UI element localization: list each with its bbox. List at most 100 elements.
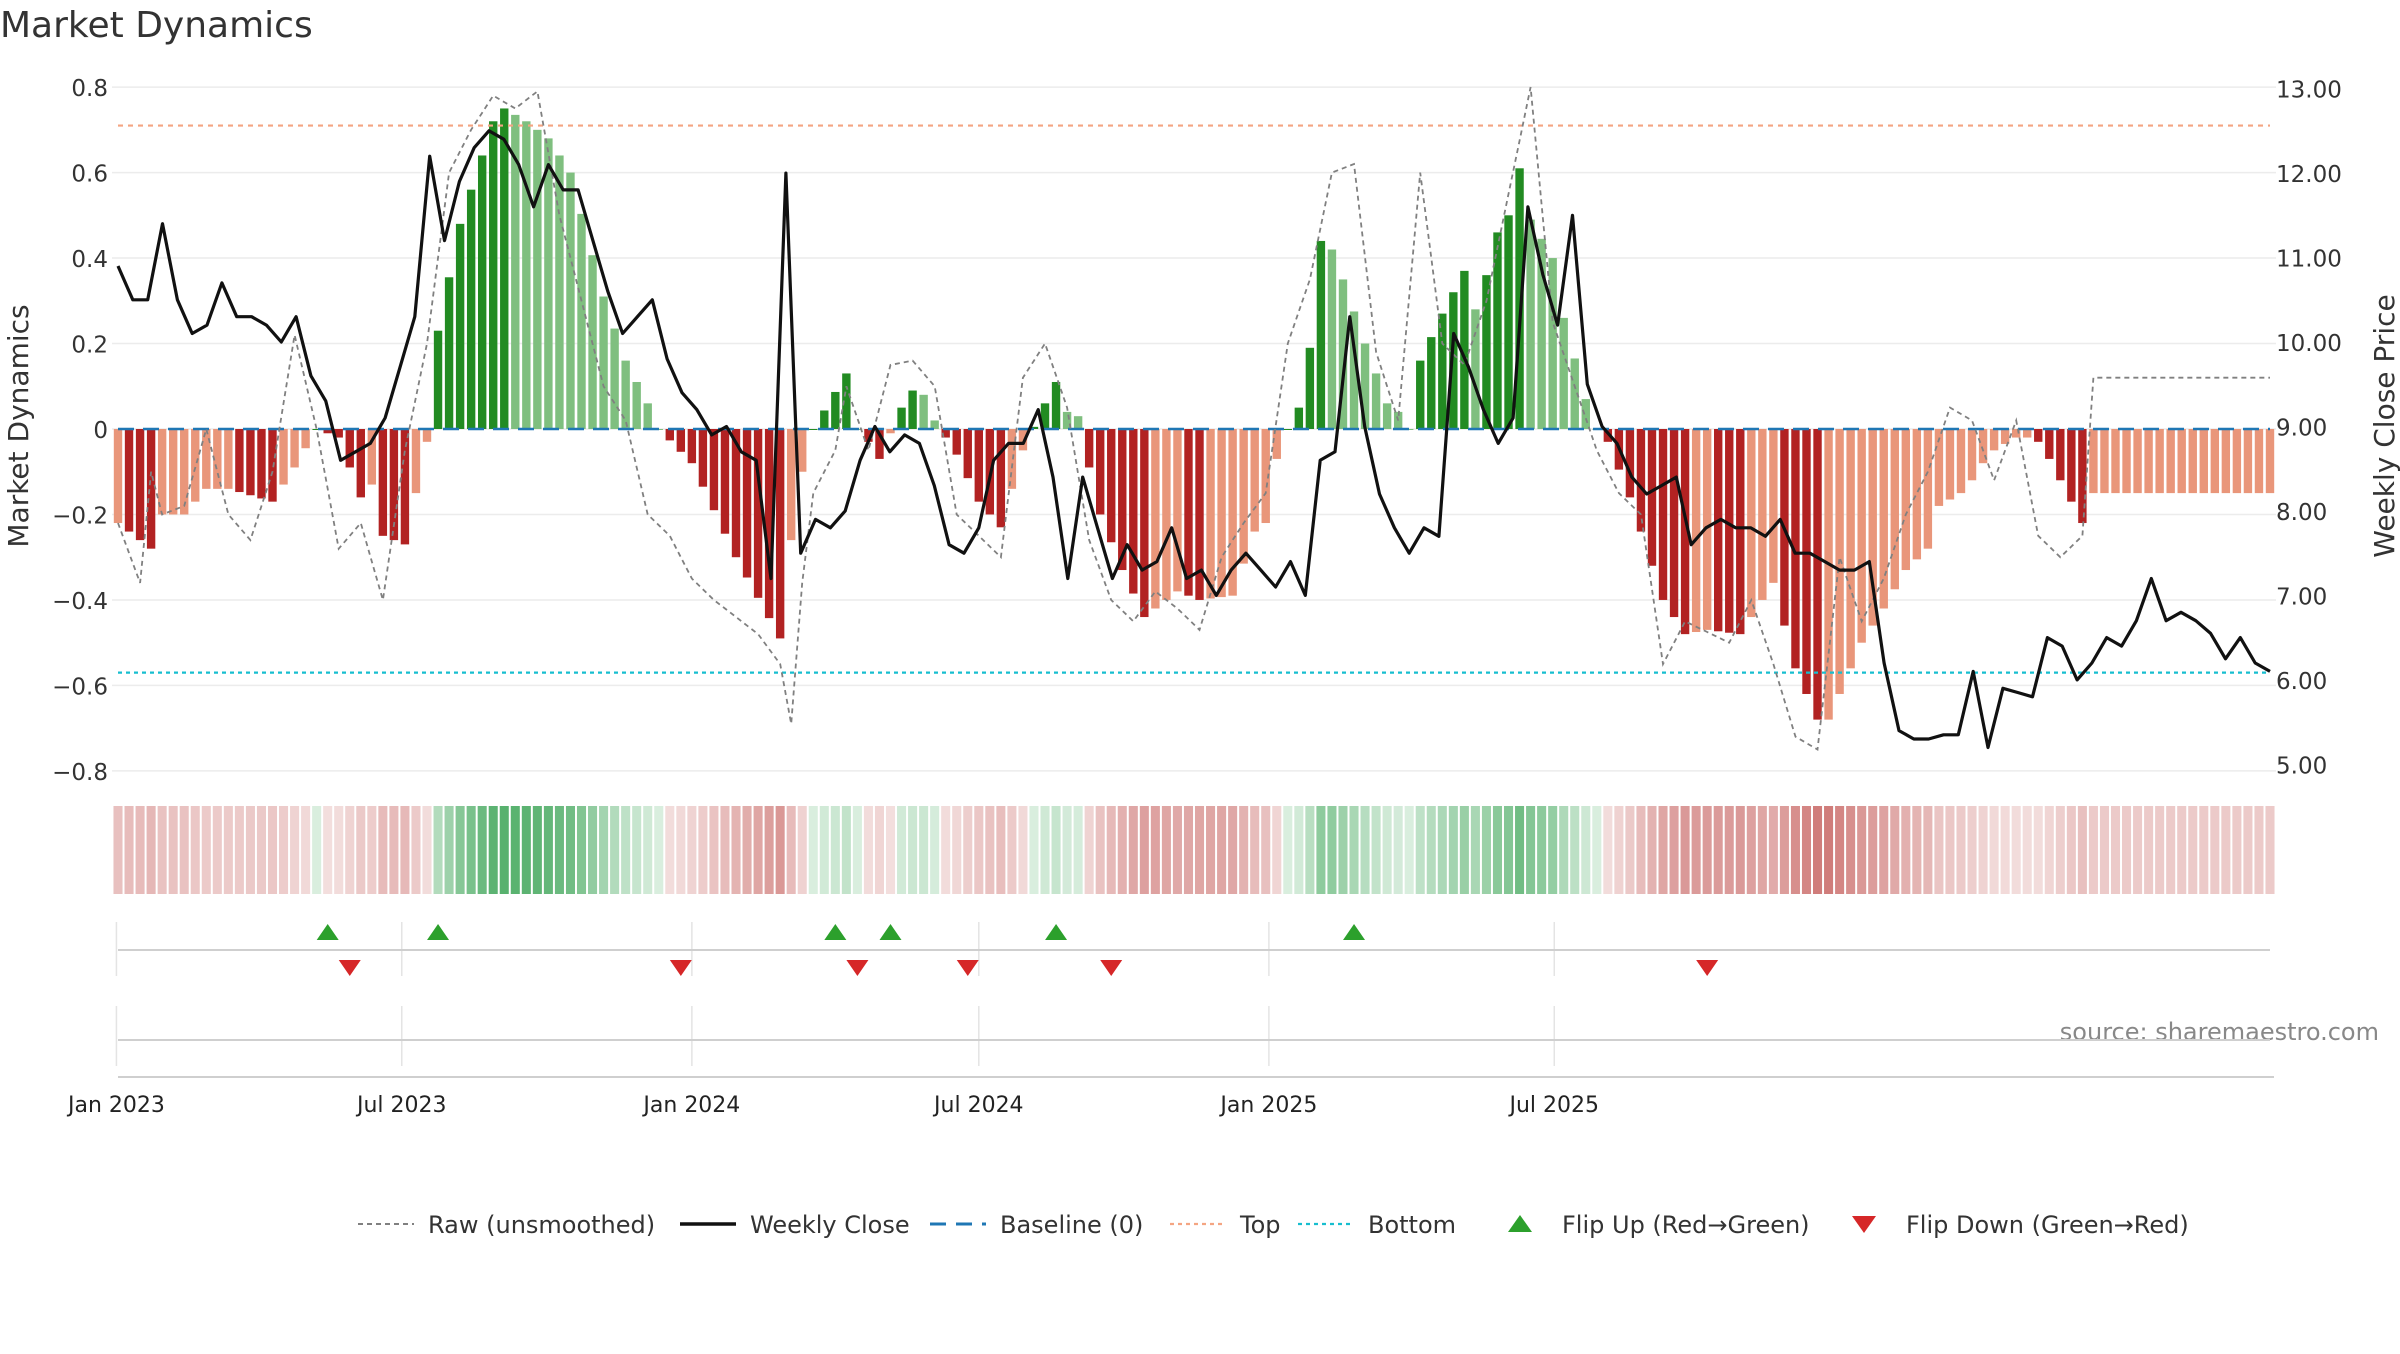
heat-strip-cell <box>267 806 278 894</box>
right-tick-label: 8.00 <box>2276 500 2327 526</box>
heat-strip-cell <box>1989 806 1999 894</box>
heat-strip-cell <box>1250 806 1260 894</box>
heat-strip-cell <box>654 806 664 894</box>
dynamics-bar <box>1526 219 1535 429</box>
heat-strip-cell <box>742 806 752 894</box>
dynamics-bar <box>1427 337 1436 429</box>
heat-strip-cell <box>576 806 587 894</box>
heat-strip-cell <box>588 806 598 894</box>
dynamics-bar <box>1493 232 1502 429</box>
legend-label: Flip Down (Green→Red) <box>1906 1211 2189 1239</box>
dynamics-bar <box>1691 429 1701 633</box>
heat-strip-cell <box>2144 806 2154 894</box>
flip-down-marker <box>1696 960 1719 976</box>
heat-strip-cell <box>1537 806 1547 894</box>
heat-strip-cell <box>1503 806 1514 894</box>
heat-strip-cell <box>2077 806 2087 894</box>
heat-strip-cell <box>1680 806 1690 894</box>
heat-strip-cell <box>1338 806 1348 894</box>
dynamics-bar <box>1007 429 1017 489</box>
right-tick-label: 13.00 <box>2276 78 2342 104</box>
dynamics-bar <box>2232 429 2242 494</box>
heat-strip-cell <box>1691 806 1701 894</box>
dynamics-bar <box>1250 429 1259 532</box>
dynamics-bar <box>2221 429 2231 494</box>
dynamics-bar <box>1736 429 1745 635</box>
heat-strip-cell <box>908 806 918 894</box>
heat-strip-cell <box>2033 806 2043 894</box>
dynamics-bar <box>301 429 310 449</box>
dynamics-bar <box>1802 429 1811 694</box>
dynamics-bar <box>1327 249 1337 429</box>
heat-strip-cell <box>488 806 498 894</box>
heat-strip-cell <box>312 806 322 894</box>
dynamics-bar <box>323 429 332 434</box>
heat-strip-cell <box>1106 806 1116 894</box>
heat-strip-cell <box>223 806 233 894</box>
heat-strip-cell <box>1150 806 1160 894</box>
dynamics-bar <box>124 429 134 532</box>
heat-strip-cell <box>1548 806 1558 894</box>
heat-strip-cell <box>621 806 631 894</box>
heat-strip-cell <box>1669 806 1679 894</box>
dynamics-bar <box>952 429 961 455</box>
dynamics-bar <box>2034 429 2043 442</box>
heat-strip-cell <box>345 806 355 894</box>
x-tick-label: Jul 2025 <box>1507 1093 1599 1118</box>
heat-strip-cell <box>930 806 940 894</box>
dynamics-bar <box>2166 429 2175 494</box>
dynamics-bar <box>2056 429 2065 481</box>
dynamics-bar <box>1967 429 1977 481</box>
dynamics-bar <box>665 429 674 441</box>
dynamics-bar <box>798 429 807 472</box>
dynamics-bar <box>522 121 531 430</box>
dynamics-bar <box>213 429 222 489</box>
dynamics-bar <box>466 189 476 429</box>
dynamics-bar <box>511 114 520 429</box>
dynamics-bar <box>1338 279 1348 429</box>
dynamics-bar <box>2144 429 2153 494</box>
dynamics-bar <box>897 407 906 429</box>
heat-strip-cell <box>1007 806 1017 894</box>
dynamics-bar <box>444 277 454 429</box>
heat-strip-cell <box>1261 806 1271 894</box>
heat-strip-cell <box>2254 806 2264 894</box>
heat-strip-cell <box>2055 806 2065 894</box>
heat-strip-cell <box>1581 806 1591 894</box>
heat-strip-cell <box>245 806 255 894</box>
heat-strip-cell <box>1128 806 1138 894</box>
dynamics-bar <box>500 108 509 429</box>
heat-strip-cell <box>1658 806 1668 894</box>
heat-strip-cell <box>1890 806 1900 894</box>
heat-strip-cell <box>1492 806 1503 894</box>
heat-strip-cell <box>411 806 421 894</box>
legend-label: Weekly Close <box>750 1211 910 1239</box>
heat-strip-cell <box>1746 806 1756 894</box>
legend-label: Bottom <box>1368 1211 1456 1239</box>
dynamics-bar <box>775 429 785 639</box>
flip-up-marker <box>824 924 847 940</box>
dynamics-bar <box>1934 429 1944 506</box>
heat-strip-cell <box>1757 806 1767 894</box>
left-tick-label: 0 <box>93 418 108 444</box>
right-tick-label: 12.00 <box>2276 162 2342 188</box>
heat-strip-cell <box>1868 806 1878 894</box>
heat-strip-cell <box>466 806 476 894</box>
dynamics-bar <box>2155 429 2164 494</box>
heat-strip-cell <box>1206 806 1216 894</box>
heat-strip-cell <box>1371 806 1381 894</box>
dynamics-bar <box>1956 429 1966 494</box>
dynamics-bar <box>1305 347 1315 429</box>
heat-strip-cell <box>1956 806 1966 894</box>
dynamics-bar <box>1581 399 1590 429</box>
dynamics-bar <box>345 429 354 468</box>
heat-strip-cell <box>1139 806 1149 894</box>
dynamics-bar <box>146 429 156 549</box>
dynamics-bar <box>1647 429 1657 566</box>
heat-strip-cell <box>532 806 542 894</box>
flip-up-marker <box>879 924 902 940</box>
heat-strip-cell <box>1316 806 1326 894</box>
heat-strip-cell <box>1459 806 1469 894</box>
dynamics-bar <box>1680 429 1690 635</box>
right-tick-label: 9.00 <box>2276 415 2327 441</box>
